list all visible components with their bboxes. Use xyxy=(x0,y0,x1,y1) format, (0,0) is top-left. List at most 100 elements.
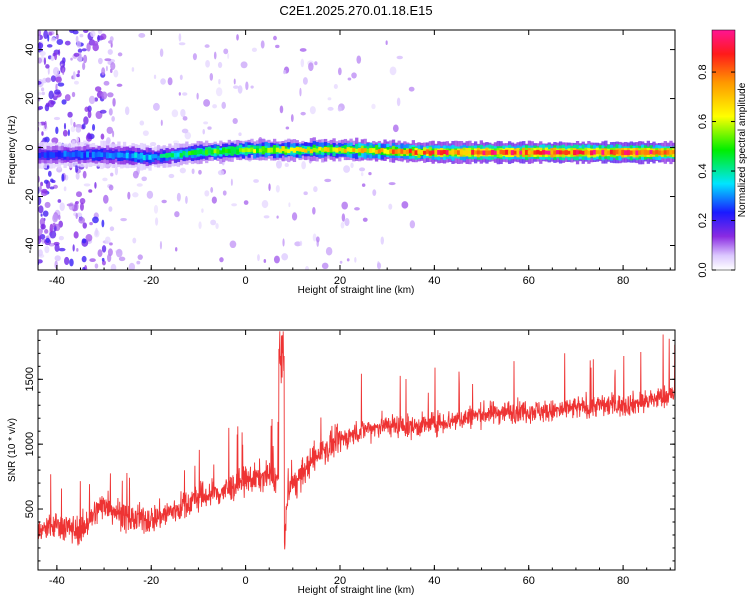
noise-speckle xyxy=(238,132,242,137)
noise-speckle xyxy=(321,262,329,270)
ridge-cell xyxy=(117,152,121,158)
noise-speckle xyxy=(290,114,294,123)
snr-ticks: -40 -20 0 20 40 60 80 500 1000 1500 xyxy=(24,330,675,587)
noise-speckle xyxy=(78,217,85,224)
spectrogram-ticks: -40 -20 0 20 40 60 80 -40 -20 0 20 40 xyxy=(24,30,675,287)
colorbar: 0.0 0.2 0.4 0.6 0.8 Normalized spectral ampl… xyxy=(697,29,748,278)
noise-speckle xyxy=(210,219,217,226)
noise-speckle xyxy=(300,58,305,68)
ridge-cell xyxy=(527,150,532,155)
ridge-cell xyxy=(672,150,675,154)
ridge-cell xyxy=(122,153,127,159)
ridge-cell xyxy=(626,150,631,156)
noise-speckle xyxy=(146,190,154,199)
noise-speckle xyxy=(263,258,267,263)
spectrogram-heatmap xyxy=(38,30,675,270)
noise-speckle xyxy=(112,97,116,107)
noise-speckle xyxy=(160,78,166,85)
noise-speckle xyxy=(66,203,74,207)
ridge-cell xyxy=(159,153,164,163)
ridge-cell xyxy=(145,153,149,160)
ridge-cell xyxy=(306,147,311,152)
snr-y-label: SNR (10 * v/v) xyxy=(7,418,18,482)
ridge-cell xyxy=(547,150,551,155)
noise-speckle xyxy=(341,213,346,222)
noise-speckle xyxy=(260,40,265,49)
noise-speckle xyxy=(153,204,159,214)
ridge-cell xyxy=(340,148,345,153)
noise-speckle xyxy=(285,126,290,130)
ridge-cell xyxy=(105,152,110,159)
ridge-cell xyxy=(363,148,367,153)
ridge-cell xyxy=(618,150,622,155)
noise-speckle xyxy=(61,99,67,105)
noise-speckle xyxy=(53,116,61,121)
ridge-cell xyxy=(210,149,215,155)
noise-speckle xyxy=(108,206,113,212)
noise-speckle xyxy=(185,195,188,204)
ridge-cell xyxy=(541,149,546,155)
noise-speckle xyxy=(75,164,79,173)
noise-speckle xyxy=(132,192,139,198)
ridge-cell xyxy=(173,153,178,158)
noise-speckle xyxy=(38,122,42,127)
noise-speckle xyxy=(227,53,230,59)
ridge-cell xyxy=(507,150,512,155)
noise-speckle xyxy=(196,92,199,100)
y-tick-label: 20 xyxy=(24,92,36,104)
ridge-cell xyxy=(272,148,277,154)
noise-speckle xyxy=(354,207,360,211)
ridge-cell xyxy=(292,148,297,153)
noise-speckle xyxy=(94,86,102,92)
ridge-cell xyxy=(151,154,155,159)
ridge-cell xyxy=(349,147,353,153)
noise-speckle xyxy=(115,248,123,258)
x-tick-label: 0 xyxy=(243,275,249,287)
noise-speckle xyxy=(75,35,79,43)
noise-speckle xyxy=(109,226,115,232)
x-tick-label: -20 xyxy=(143,575,159,587)
ridge-cell xyxy=(391,149,396,155)
ridge-cell xyxy=(473,150,478,155)
noise-speckle xyxy=(101,257,105,262)
ridge-cell xyxy=(230,147,234,152)
noise-speckle xyxy=(149,141,157,147)
noise-speckle xyxy=(223,48,229,55)
noise-speckle xyxy=(179,74,183,80)
noise-speckle xyxy=(88,189,93,193)
ridge-cell xyxy=(539,151,543,155)
noise-speckle xyxy=(81,238,87,244)
ridge-cell xyxy=(46,152,50,158)
noise-speckle xyxy=(203,99,211,107)
ridge-cell xyxy=(355,148,359,153)
noise-speckle xyxy=(77,70,81,74)
noise-speckle xyxy=(38,30,42,37)
ridge-cell xyxy=(570,150,574,155)
noise-speckle xyxy=(137,254,143,260)
ridge-cell xyxy=(239,148,243,152)
ridge-cell xyxy=(488,150,492,155)
ridge-cell xyxy=(309,149,314,154)
noise-speckle xyxy=(340,221,345,229)
ridge-cell xyxy=(499,149,503,155)
noise-speckle xyxy=(327,106,334,111)
noise-speckle xyxy=(184,131,192,140)
noise-speckle xyxy=(67,129,70,137)
noise-speckle xyxy=(327,97,332,101)
ridge-cell xyxy=(406,149,410,155)
ridge-cell xyxy=(629,150,634,155)
ridge-cell xyxy=(465,150,469,155)
ridge-cell xyxy=(139,152,144,159)
x-tick-label: 40 xyxy=(428,275,440,287)
noise-speckle xyxy=(192,53,197,61)
noise-speckle xyxy=(132,237,137,244)
noise-speckle xyxy=(212,104,218,109)
noise-speckle xyxy=(38,80,42,85)
figure-title: C2E1.2025.270.01.18.E15 xyxy=(279,3,432,18)
noise-speckle xyxy=(160,119,163,126)
ridge-cell xyxy=(615,149,619,155)
noise-speckle xyxy=(116,83,123,87)
ridge-cell xyxy=(575,150,580,155)
noise-speckle xyxy=(71,91,76,98)
ridge-cell xyxy=(267,147,271,153)
